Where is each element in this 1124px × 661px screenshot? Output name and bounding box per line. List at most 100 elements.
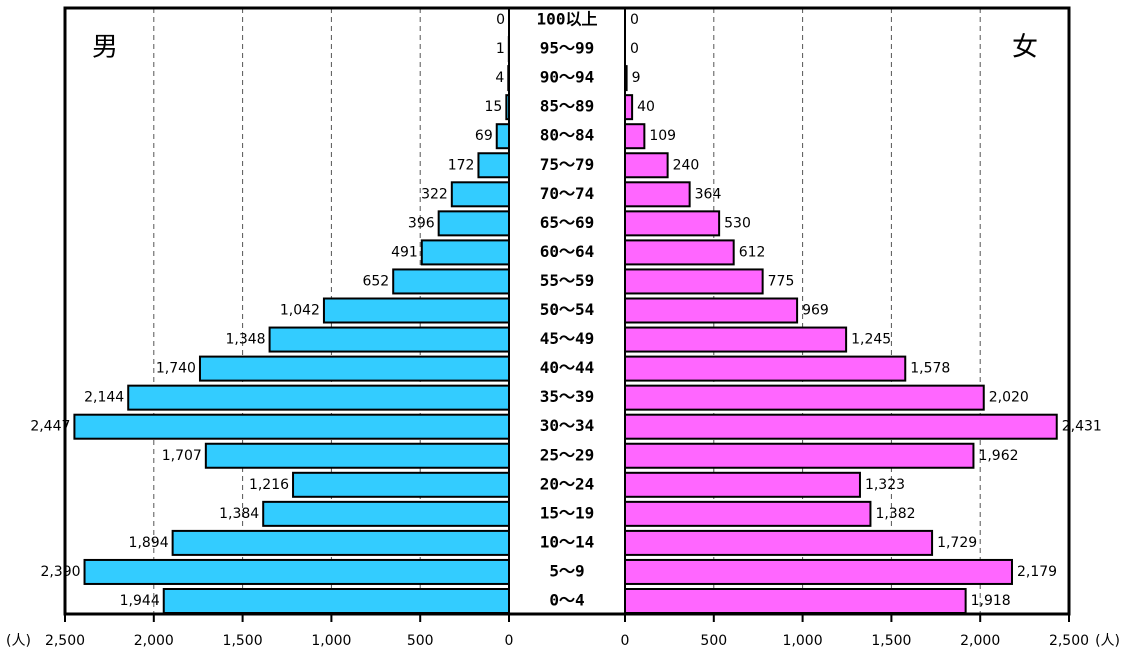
series-name: 女 [1012, 33, 1038, 63]
bar [625, 66, 627, 90]
category-label: 30～34 [540, 416, 595, 435]
bar [625, 415, 1057, 439]
value-label: 4 [495, 70, 504, 86]
bar [625, 502, 870, 526]
bar [497, 124, 509, 148]
value-label: 1,216 [249, 477, 289, 493]
bar [452, 182, 509, 206]
value-label: 0 [496, 12, 505, 28]
x-tick-label: 2,500 [1049, 633, 1089, 649]
bar [625, 299, 797, 323]
category-label: 45～49 [540, 329, 595, 348]
value-label: 1,729 [937, 535, 977, 551]
x-tick-label: 0 [621, 633, 630, 649]
value-label: 652 [362, 273, 389, 289]
category-label: 75～79 [540, 155, 595, 174]
value-label: 69 [475, 128, 493, 144]
category-label: 15～19 [540, 503, 595, 522]
bar [625, 95, 632, 119]
x-tick-label: 2,500 [45, 633, 85, 649]
x-tick-label: 2,000 [960, 633, 1000, 649]
value-label: 240 [673, 157, 700, 173]
bar [506, 95, 509, 119]
bar [625, 124, 644, 148]
value-label: 1,962 [978, 448, 1018, 464]
x-tick-label: 500 [407, 633, 434, 649]
bar [200, 357, 509, 381]
value-label: 15 [485, 99, 503, 115]
category-label: 5～9 [549, 561, 584, 580]
unit-label: (人) [6, 633, 31, 649]
value-label: 775 [768, 273, 795, 289]
category-label: 85～89 [540, 97, 595, 116]
value-label: 1,042 [280, 303, 320, 319]
bar [625, 357, 905, 381]
value-label: 1,384 [219, 506, 259, 522]
value-label: 530 [724, 215, 751, 231]
bar [625, 211, 719, 235]
bar [85, 560, 509, 584]
value-label: 322 [421, 186, 448, 202]
unit-label: (人) [1095, 633, 1120, 649]
category-label: 100以上 [537, 10, 598, 29]
bar [625, 386, 984, 410]
category-label: 25～29 [540, 445, 595, 464]
category-label: 70～74 [540, 184, 595, 203]
bar [164, 589, 509, 613]
value-label: 969 [802, 303, 829, 319]
category-label: 10～14 [540, 532, 595, 551]
bar [625, 269, 763, 293]
bar [625, 240, 734, 264]
value-label: 2,144 [84, 390, 124, 406]
category-label: 95～99 [540, 39, 595, 58]
category-label: 35～39 [540, 387, 595, 406]
x-tick-label: 1,500 [871, 633, 911, 649]
x-tick-label: 1,000 [783, 633, 823, 649]
value-label: 9 [632, 70, 641, 86]
value-label: 1,944 [120, 593, 160, 609]
value-label: 109 [649, 128, 676, 144]
bar [270, 328, 509, 352]
bar [173, 531, 509, 555]
value-label: 1,382 [875, 506, 915, 522]
category-label: 60～64 [540, 242, 595, 261]
value-label: 1 [496, 41, 505, 57]
value-label: 1,740 [156, 361, 196, 377]
bar [625, 444, 973, 468]
category-label: 50～54 [540, 300, 595, 319]
x-tick-label: 2,000 [134, 633, 174, 649]
category-label: 55～59 [540, 271, 595, 290]
bar [74, 415, 509, 439]
category-label: 20～24 [540, 474, 595, 493]
value-label: 1,323 [865, 477, 905, 493]
bar [439, 211, 509, 235]
bar [393, 269, 509, 293]
category-label: 65～69 [540, 213, 595, 232]
category-label: 40～44 [540, 358, 595, 377]
value-label: 1,245 [851, 332, 891, 348]
bar [293, 473, 509, 497]
value-label: 396 [408, 215, 435, 231]
x-tick-label: 0 [505, 633, 514, 649]
value-label: 491 [391, 244, 418, 260]
category-label: 80～84 [540, 126, 595, 145]
value-label: 0 [630, 12, 639, 28]
value-label: 1,578 [910, 361, 950, 377]
bar [625, 531, 932, 555]
bar [263, 502, 509, 526]
bar [625, 473, 860, 497]
value-label: 2,020 [989, 390, 1029, 406]
category-label: 90～94 [540, 68, 595, 87]
value-label: 1,918 [971, 593, 1011, 609]
value-label: 364 [695, 186, 722, 202]
bar [324, 299, 509, 323]
value-label: 2,390 [40, 564, 80, 580]
bar [625, 560, 1012, 584]
bar [625, 182, 690, 206]
value-label: 1,707 [162, 448, 202, 464]
x-tick-label: 1,000 [311, 633, 351, 649]
value-label: 40 [637, 99, 655, 115]
x-tick-label: 500 [700, 633, 727, 649]
bar [128, 386, 509, 410]
